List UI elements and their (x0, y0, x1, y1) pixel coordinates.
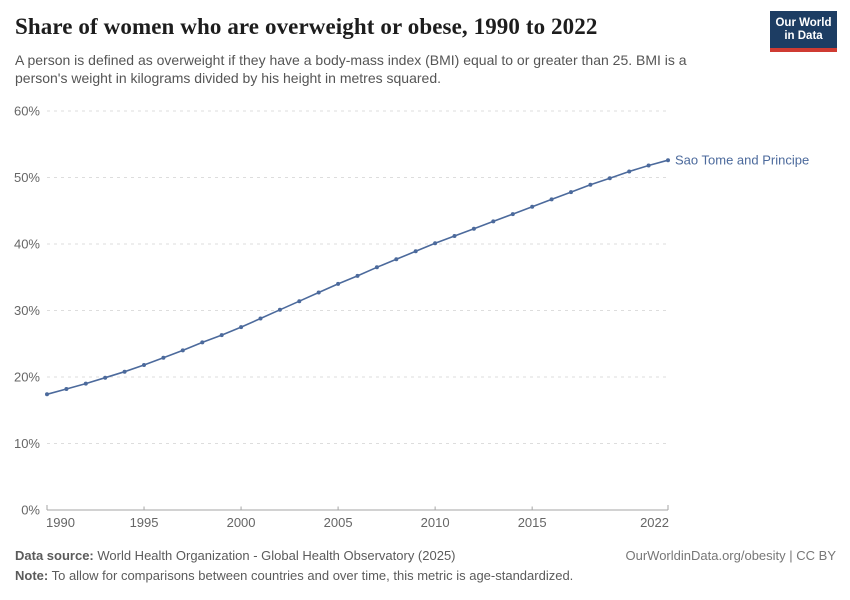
data-point-marker[interactable] (180, 348, 185, 353)
note-label: Note: (15, 568, 49, 583)
x-axis-tick-label: 2015 (518, 515, 547, 530)
license-link[interactable]: OurWorldinData.org/obesity | CC BY (625, 548, 837, 563)
data-point-marker[interactable] (433, 241, 438, 246)
data-point-marker[interactable] (277, 307, 282, 312)
chart-subtitle: A person is defined as overweight if the… (15, 52, 687, 86)
page-title: Share of women who are overweight or obe… (15, 14, 598, 39)
x-axis-tick-label: 2005 (324, 515, 353, 530)
chart-note: Note: To allow for comparisons between c… (15, 568, 573, 583)
data-point-marker[interactable] (491, 219, 496, 224)
data-point-marker[interactable] (646, 163, 651, 168)
data-point-marker[interactable] (607, 176, 612, 181)
logo-line-2: in Data (784, 29, 823, 42)
data-point-marker[interactable] (355, 273, 360, 278)
data-point-marker[interactable] (530, 204, 535, 209)
data-point-marker[interactable] (142, 363, 146, 367)
data-point-marker[interactable] (83, 381, 88, 386)
data-point-marker[interactable] (316, 290, 321, 295)
data-source-label: Data source: (15, 548, 94, 563)
data-point-marker[interactable] (569, 190, 573, 195)
y-axis-tick-label: 30% (14, 303, 40, 318)
x-axis-tick-label: 1990 (46, 515, 75, 530)
data-point-marker[interactable] (161, 355, 166, 360)
data-point-marker[interactable] (122, 369, 127, 374)
data-point-marker[interactable] (336, 281, 341, 286)
owid-logo: Our World in Data (770, 11, 837, 52)
y-axis-tick-label: 0% (21, 503, 40, 518)
data-point-marker[interactable] (413, 249, 418, 254)
data-source: Data source: World Health Organization -… (15, 548, 456, 563)
data-point-marker[interactable] (588, 182, 593, 187)
line-chart: 0% 10% 20% 30% 40% 50% 60% 1990 1995 2000 2005 2010… (14, 104, 809, 531)
y-axis-tick-label: 40% (14, 237, 40, 252)
data-point-marker[interactable] (297, 299, 302, 304)
series-label[interactable]: Sao Tome and Principe (675, 153, 809, 168)
y-axis-tick-label: 60% (14, 104, 40, 119)
data-point-marker[interactable] (394, 257, 399, 262)
data-point-marker[interactable] (200, 340, 205, 345)
data-point-marker[interactable] (627, 169, 632, 174)
data-point-marker[interactable] (471, 226, 476, 231)
data-point-marker[interactable] (239, 325, 244, 330)
note-text: To allow for comparisons between countri… (48, 568, 574, 583)
data-point-marker[interactable] (45, 392, 49, 397)
data-point-marker[interactable] (549, 197, 554, 202)
y-axis-tick-label: 20% (14, 370, 40, 385)
x-axis-tick-label: 2010 (421, 515, 450, 530)
y-axis-tick-label: 10% (14, 436, 40, 451)
data-point-marker[interactable] (219, 333, 224, 338)
logo-line-1: Our World (775, 16, 832, 29)
data-point-marker[interactable] (103, 375, 108, 380)
data-point-marker[interactable] (258, 316, 263, 321)
data-point-marker[interactable] (374, 265, 379, 270)
data-point-marker[interactable] (64, 387, 69, 391)
data-point-marker[interactable] (666, 158, 670, 163)
data-point-marker[interactable] (452, 234, 457, 238)
x-axis-tick-label: 2000 (227, 515, 256, 530)
x-axis-tick-label: 2022 (640, 515, 669, 530)
x-axis-tick-label: 1995 (130, 515, 159, 530)
data-point-marker[interactable] (510, 212, 515, 217)
y-axis-tick-label: 50% (14, 170, 40, 185)
data-source-text: World Health Organization - Global Healt… (93, 548, 456, 563)
